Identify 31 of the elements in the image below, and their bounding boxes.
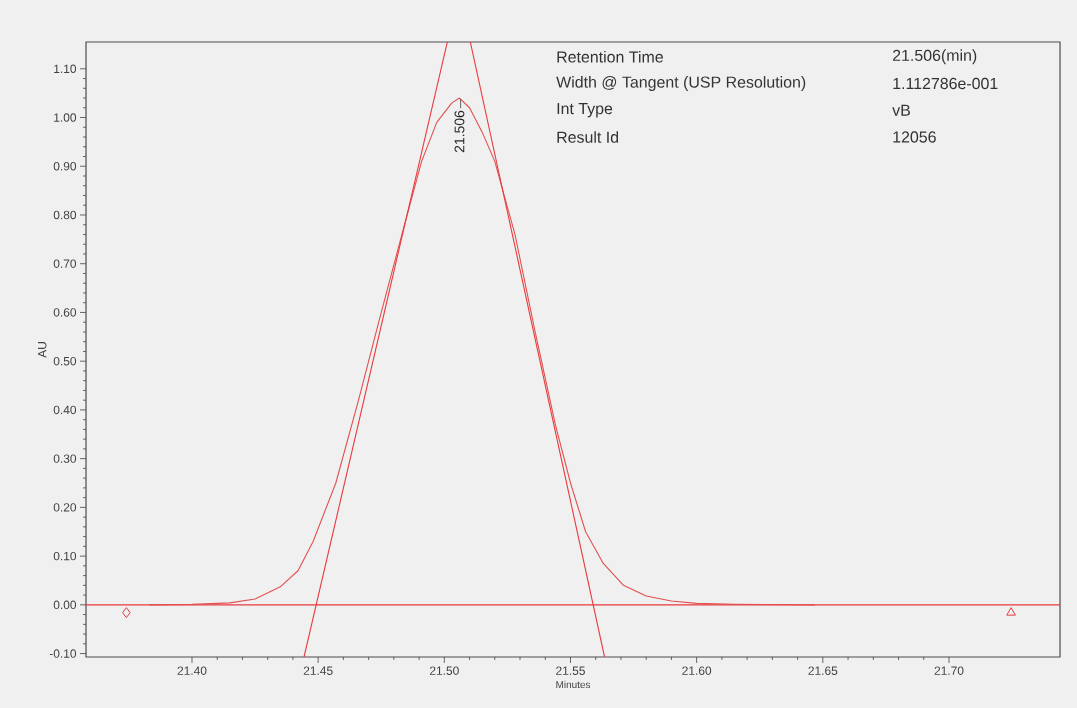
y-tick-label: 0.20: [53, 503, 77, 512]
x-tick-label: 21.65: [808, 666, 838, 675]
y-tick-label: 0.50: [53, 356, 77, 366]
x-tick-label: 21.60: [682, 666, 712, 675]
annotation: vB: [892, 104, 910, 116]
y-axis-title: AU: [38, 342, 47, 358]
x-axis-title: Minutes: [556, 680, 591, 689]
y-tick-label: -0.10: [49, 649, 77, 658]
y-tick-label: 0.80: [53, 210, 77, 220]
y-tick-label: 0.40: [53, 405, 77, 415]
annotation: Retention Time: [557, 50, 663, 63]
annotation: Result Id: [557, 131, 619, 143]
x-tick-label: 21.70: [934, 666, 964, 675]
annotation: 1.112786e-001: [893, 77, 998, 90]
annotation: 21.506: [454, 110, 465, 153]
y-tick-label: 1.10: [54, 64, 77, 74]
annotation: Int Type: [557, 103, 613, 118]
annotation: 12056: [893, 131, 936, 143]
x-tick-label: 21.50: [429, 666, 459, 675]
x-tick-label: 21.55: [556, 666, 585, 675]
y-tick-label: 1.00: [54, 113, 77, 122]
annotation: 21.506(min): [893, 49, 977, 65]
y-tick-label: 0.60: [53, 308, 77, 317]
annotation: Width @ Tangent (USP Resolution): [556, 76, 806, 91]
y-tick-label: 0.10: [53, 551, 77, 561]
y-tick-label: 0.00: [53, 600, 77, 610]
x-tick-label: 21.40: [177, 666, 207, 675]
y-tick-label: 0.70: [53, 259, 77, 268]
y-tick-label: 0.30: [53, 454, 77, 463]
x-tick-label: 21.45: [303, 666, 333, 675]
y-tick-label: 0.90: [53, 162, 77, 171]
